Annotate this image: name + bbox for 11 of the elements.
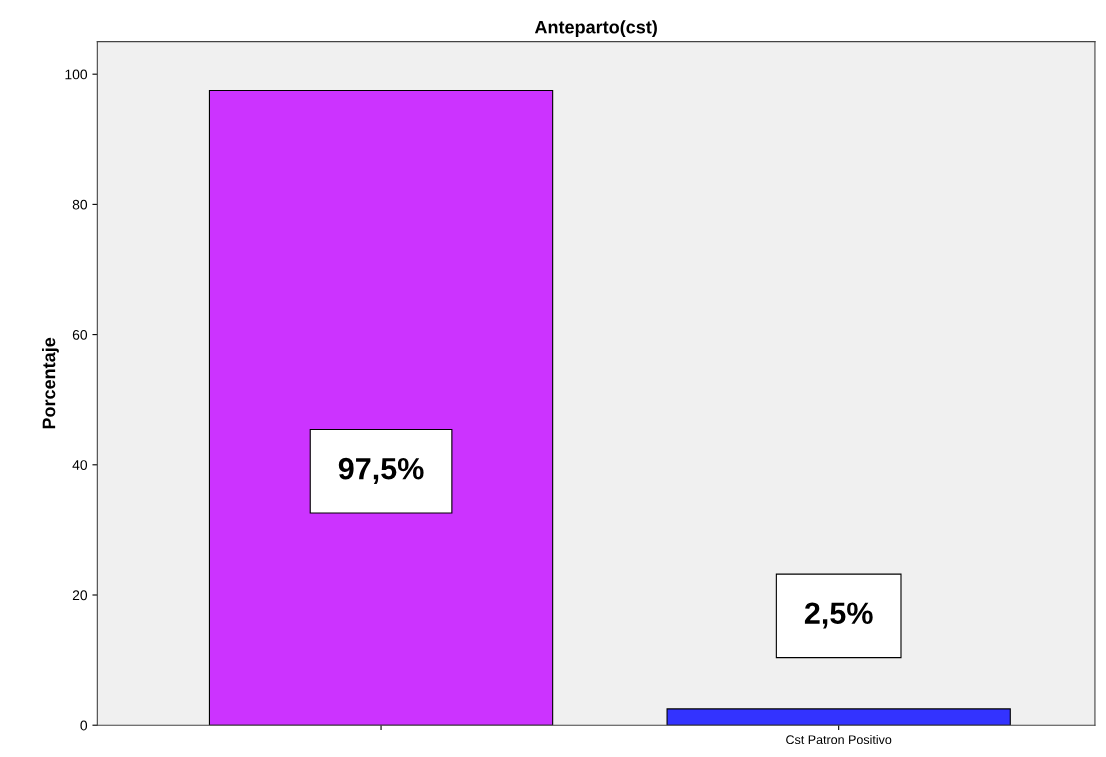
y-tick-label: 40	[72, 460, 88, 470]
y-tick-label: 100	[65, 69, 88, 80]
y-tick-label: 80	[72, 199, 88, 210]
data-label: 97,5%	[338, 457, 424, 484]
y-tick-label: 20	[72, 590, 88, 601]
y-tick-label: 60	[72, 329, 88, 340]
y-tick-label: 0	[80, 720, 88, 731]
chart-title: Anteparto(cst)	[534, 20, 657, 38]
y-axis-title: Porcentaje	[42, 337, 59, 429]
data-label: 2,5%	[804, 602, 873, 629]
x-tick-label: Cst Patron Positivo	[786, 734, 892, 745]
